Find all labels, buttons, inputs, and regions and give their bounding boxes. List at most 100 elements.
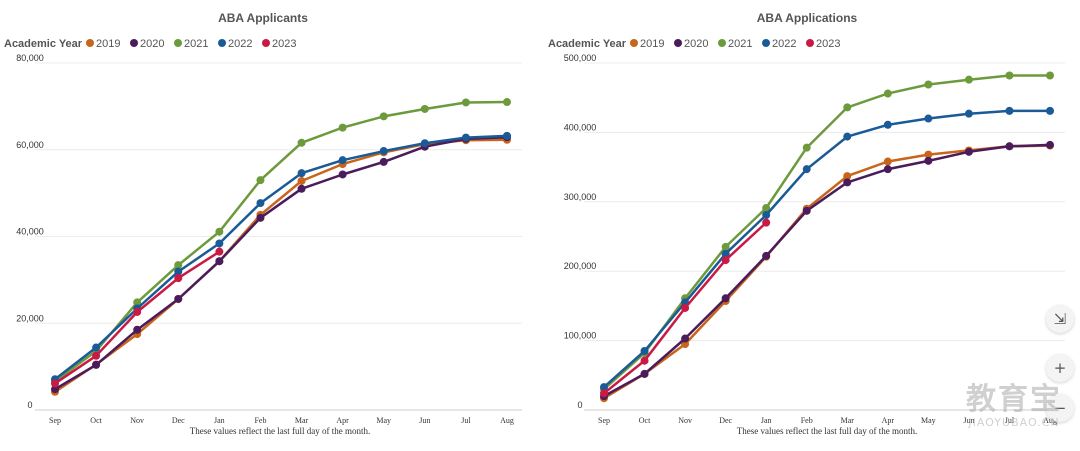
legend-label-2023: 2023 — [272, 38, 296, 50]
data-point-2022 — [92, 343, 101, 352]
x-tick-label: Mar — [841, 416, 855, 425]
series-line-2020 — [603, 143, 1051, 398]
data-point-2020 — [843, 178, 852, 187]
zoom-out-button[interactable]: − — [1046, 394, 1074, 422]
data-point-2020 — [883, 165, 892, 174]
x-tick-label: Jan — [761, 416, 772, 425]
data-point-2022 — [256, 199, 265, 208]
data-point-2023 — [640, 356, 649, 365]
data-point-2021 — [883, 89, 892, 98]
series-line-2022 — [603, 109, 1050, 389]
zoom-in-button[interactable]: + — [1046, 354, 1074, 382]
x-tick-label: Jul — [1005, 416, 1015, 425]
data-point-2020 — [256, 213, 265, 222]
data-point-2021 — [1046, 71, 1054, 80]
data-point-2021 — [721, 242, 730, 251]
legend-marker-2020 — [130, 39, 138, 47]
x-tick-label: Sep — [598, 416, 610, 425]
data-point-2022 — [1046, 106, 1054, 115]
legend-marker-2022 — [218, 39, 226, 47]
data-point-2020 — [297, 184, 306, 193]
data-point-2021 — [379, 112, 388, 121]
data-point-2021 — [133, 298, 142, 307]
series-line-2019 — [603, 144, 1051, 400]
data-point-2022 — [762, 210, 771, 219]
x-tick-label: Mar — [295, 416, 309, 425]
data-point-2022 — [600, 383, 608, 392]
legend-label-2022: 2022 — [228, 38, 252, 50]
data-point-2021 — [762, 204, 771, 213]
chart-title: ABA Applications — [757, 11, 858, 25]
x-tick-label: Sep — [49, 416, 61, 425]
data-point-2021 — [420, 104, 429, 113]
data-point-2019 — [924, 150, 933, 159]
data-point-2020 — [133, 325, 142, 334]
data-point-2022 — [802, 165, 811, 174]
y-tick-label: 100,000 — [564, 331, 597, 341]
series-line-2022 — [54, 134, 508, 381]
legend-marker-2019 — [86, 39, 94, 47]
legend-label-2023: 2023 — [816, 38, 840, 50]
legend-label-2019: 2019 — [640, 38, 664, 50]
y-tick-label: 400,000 — [564, 122, 597, 132]
x-tick-label: Jun — [963, 416, 974, 425]
data-point-2020 — [338, 170, 347, 179]
data-point-2023 — [51, 379, 59, 388]
x-tick-label: Apr — [882, 416, 895, 425]
legend-marker-2021 — [174, 39, 182, 47]
data-point-2021 — [503, 98, 511, 107]
chart-caption: These values reflect the last full day o… — [737, 426, 917, 436]
series-line-2021 — [603, 74, 1050, 391]
data-point-2022 — [461, 133, 470, 142]
data-point-2022 — [924, 114, 933, 123]
x-tick-label: Nov — [130, 416, 144, 425]
data-point-2019 — [297, 176, 306, 185]
legend-label-2019: 2019 — [96, 38, 120, 50]
x-tick-label: Aug — [1043, 416, 1057, 425]
data-point-2020 — [762, 251, 771, 260]
x-tick-label: Jul — [461, 416, 471, 425]
data-point-2023 — [762, 218, 771, 227]
x-tick-label: Aug — [500, 416, 514, 425]
x-tick-label: Jun — [419, 416, 430, 425]
data-point-2021 — [1005, 71, 1014, 80]
legend-marker-2023 — [806, 39, 814, 47]
y-tick-label: 0 — [577, 400, 582, 410]
legend: Academic Year 2019 2020 2021 2022 2023 — [4, 38, 296, 50]
data-point-2021 — [256, 176, 265, 185]
data-point-2022 — [379, 147, 388, 156]
series-line-2019 — [54, 138, 508, 393]
data-point-2023 — [174, 274, 183, 283]
data-point-2020 — [379, 157, 388, 166]
legend-title: Academic Year — [548, 38, 627, 50]
data-point-2022 — [297, 169, 306, 178]
legend: Academic Year 2019 2020 2021 2022 2023 — [548, 38, 840, 50]
y-tick-label: 80,000 — [16, 53, 44, 63]
data-point-2020 — [802, 206, 811, 215]
x-tick-label: May — [376, 416, 391, 425]
data-point-2021 — [174, 261, 183, 270]
x-tick-label: Feb — [254, 416, 266, 425]
data-point-2020 — [92, 360, 101, 369]
collapse-icon[interactable]: ⇲ — [1046, 305, 1074, 333]
x-tick-label: Jan — [214, 416, 225, 425]
data-point-2020 — [964, 147, 973, 156]
data-point-2022 — [1005, 106, 1014, 115]
data-point-2021 — [964, 75, 973, 84]
data-point-2022 — [503, 131, 511, 140]
data-point-2023 — [92, 351, 101, 360]
x-tick-label: Feb — [801, 416, 813, 425]
y-tick-label: 60,000 — [16, 140, 44, 150]
data-point-2021 — [843, 103, 852, 112]
legend-label-2022: 2022 — [772, 38, 796, 50]
chart-1: ABA Applications Academic Year 2019 2020 202… — [548, 11, 1065, 436]
data-point-2023 — [681, 303, 690, 312]
data-point-2020 — [174, 294, 183, 303]
data-point-2019 — [883, 157, 892, 166]
data-point-2019 — [681, 340, 690, 349]
legend-marker-2023 — [262, 39, 270, 47]
data-point-2020 — [51, 385, 59, 394]
data-point-2021 — [802, 143, 811, 152]
x-tick-label: May — [921, 416, 936, 425]
